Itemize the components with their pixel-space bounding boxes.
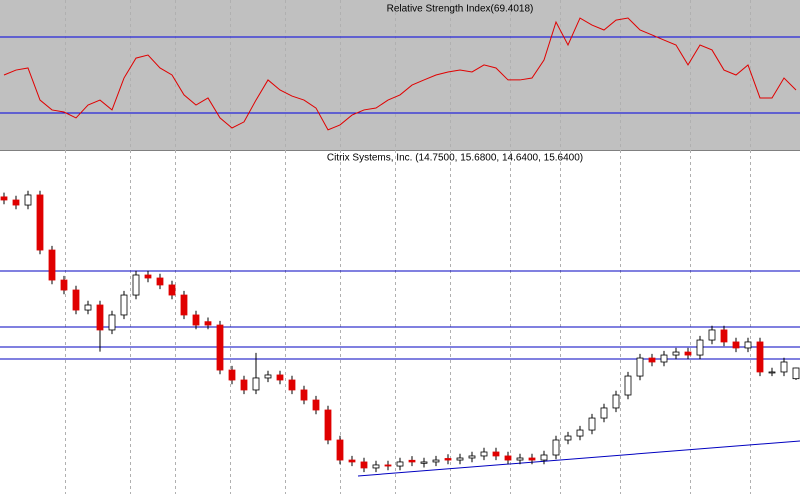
candle-body: [96, 304, 104, 331]
candle-body: [792, 367, 800, 380]
candle-body: [528, 457, 536, 461]
candle-body: [180, 294, 188, 316]
candle-body: [480, 451, 488, 457]
rsi-title: Relative Strength Index(69.4018): [387, 4, 534, 15]
candle-body: [564, 435, 572, 441]
candle-body: [276, 374, 284, 381]
candle-body: [48, 249, 56, 281]
candle-body: [768, 371, 776, 374]
candle-body: [24, 194, 32, 206]
candle-body: [336, 439, 344, 461]
candle-body: [384, 464, 392, 467]
candle-body: [252, 377, 260, 391]
price-title: Citrix Systems, Inc. (14.7500, 15.6800, …: [327, 153, 583, 164]
candle-body: [120, 294, 128, 316]
candle-body: [168, 284, 176, 296]
candle-body: [588, 417, 596, 431]
candle-body: [372, 464, 380, 469]
candle-body: [708, 329, 716, 341]
candle-body: [12, 199, 20, 206]
candle-body: [576, 429, 584, 437]
candle-body: [156, 277, 164, 286]
candle-body: [204, 321, 212, 326]
candle-body: [132, 274, 140, 296]
candle-body: [756, 341, 764, 373]
candle-body: [72, 289, 80, 311]
candle-body: [504, 455, 512, 461]
candle-body: [624, 375, 632, 396]
candle-body: [672, 351, 680, 356]
candle-body: [468, 455, 476, 459]
candle-body: [492, 451, 500, 457]
candle-body: [456, 457, 464, 461]
candle-body: [612, 394, 620, 409]
candle-body: [744, 341, 752, 349]
candle-body: [288, 379, 296, 391]
trendline: [357, 440, 800, 477]
candle-body: [348, 459, 356, 463]
vertical-grid: [65, 0, 751, 494]
candle-body: [0, 196, 8, 201]
candle-body: [360, 461, 368, 469]
candle-body: [780, 361, 788, 373]
candle-body: [540, 454, 548, 461]
candle-body: [444, 458, 452, 461]
candle-body: [636, 357, 644, 377]
candle-body: [432, 459, 440, 463]
candle-body: [720, 329, 728, 343]
candle-body: [684, 351, 692, 356]
candle-body: [660, 354, 668, 363]
candle-body: [84, 304, 92, 311]
candle-body: [696, 339, 704, 356]
candle-body: [648, 357, 656, 363]
rsi-line: [3, 17, 797, 131]
candle-body: [264, 374, 272, 379]
candle-body: [420, 461, 428, 464]
candle-body: [216, 324, 224, 371]
candle-body: [312, 399, 320, 411]
candle-body: [300, 389, 308, 401]
candle-body: [36, 194, 44, 251]
candle-body: [60, 279, 68, 291]
candle-body: [144, 274, 152, 279]
candle-body: [552, 439, 560, 456]
rsi-panel: [0, 0, 800, 150]
candle-body: [240, 379, 248, 391]
candle-body: [516, 457, 524, 461]
candle-body: [192, 314, 200, 326]
candle-body: [408, 459, 416, 463]
candle-body: [600, 407, 608, 419]
candle-body: [324, 409, 332, 441]
candle-body: [228, 369, 236, 381]
candle-body: [732, 341, 740, 349]
candle-body: [396, 461, 404, 467]
candle-body: [108, 314, 116, 331]
